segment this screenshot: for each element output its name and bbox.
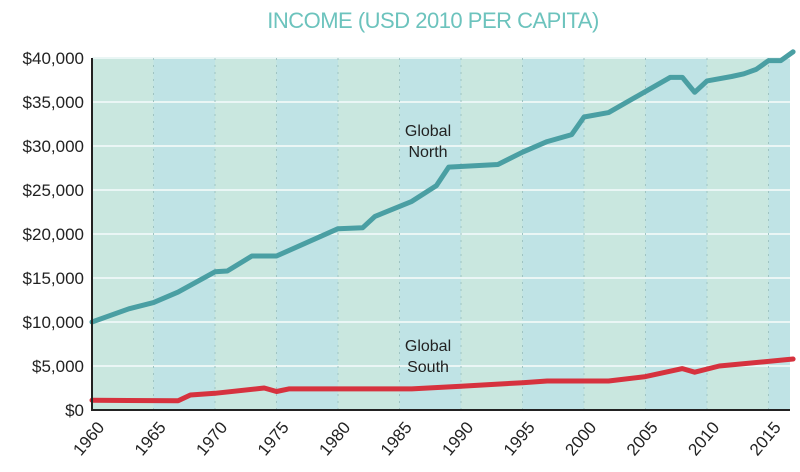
label-global-south-line2: South [407,359,449,376]
y-tick-label: $10,000 [23,313,84,332]
y-tick-label: $15,000 [23,269,84,288]
series-line-global-north [89,49,796,325]
x-tick-label: 1990 [438,418,477,459]
x-tick-label: 1970 [192,418,231,459]
x-tick-label: 2010 [684,418,723,459]
x-tick-label: 1975 [254,418,293,459]
label-global-south-line1: Global [405,338,451,355]
x-tick-label: 1960 [69,418,108,459]
x-tick-label: 1985 [377,418,416,459]
y-tick-label: $40,000 [23,49,84,68]
x-tick-label: 1980 [315,418,354,459]
label-global-north-line2: North [408,144,447,161]
chart-title: INCOME (USD 2010 PER CAPITA) [267,8,599,33]
series-line-global-south [89,356,796,404]
y-tick-label: $35,000 [23,93,84,112]
y-tick-label: $0 [65,401,84,420]
x-tick-label: 1965 [131,418,170,459]
label-global-north-line1: Global [405,123,451,140]
y-tick-label: $25,000 [23,181,84,200]
y-tick-label: $20,000 [23,225,84,244]
y-tick-label: $5,000 [32,357,84,376]
x-tick-label: 2000 [561,418,600,459]
y-tick-label: $30,000 [23,137,84,156]
x-tick-label: 2005 [623,418,662,459]
x-tick-label: 1995 [500,418,539,459]
x-tick-label: 2015 [746,418,785,459]
